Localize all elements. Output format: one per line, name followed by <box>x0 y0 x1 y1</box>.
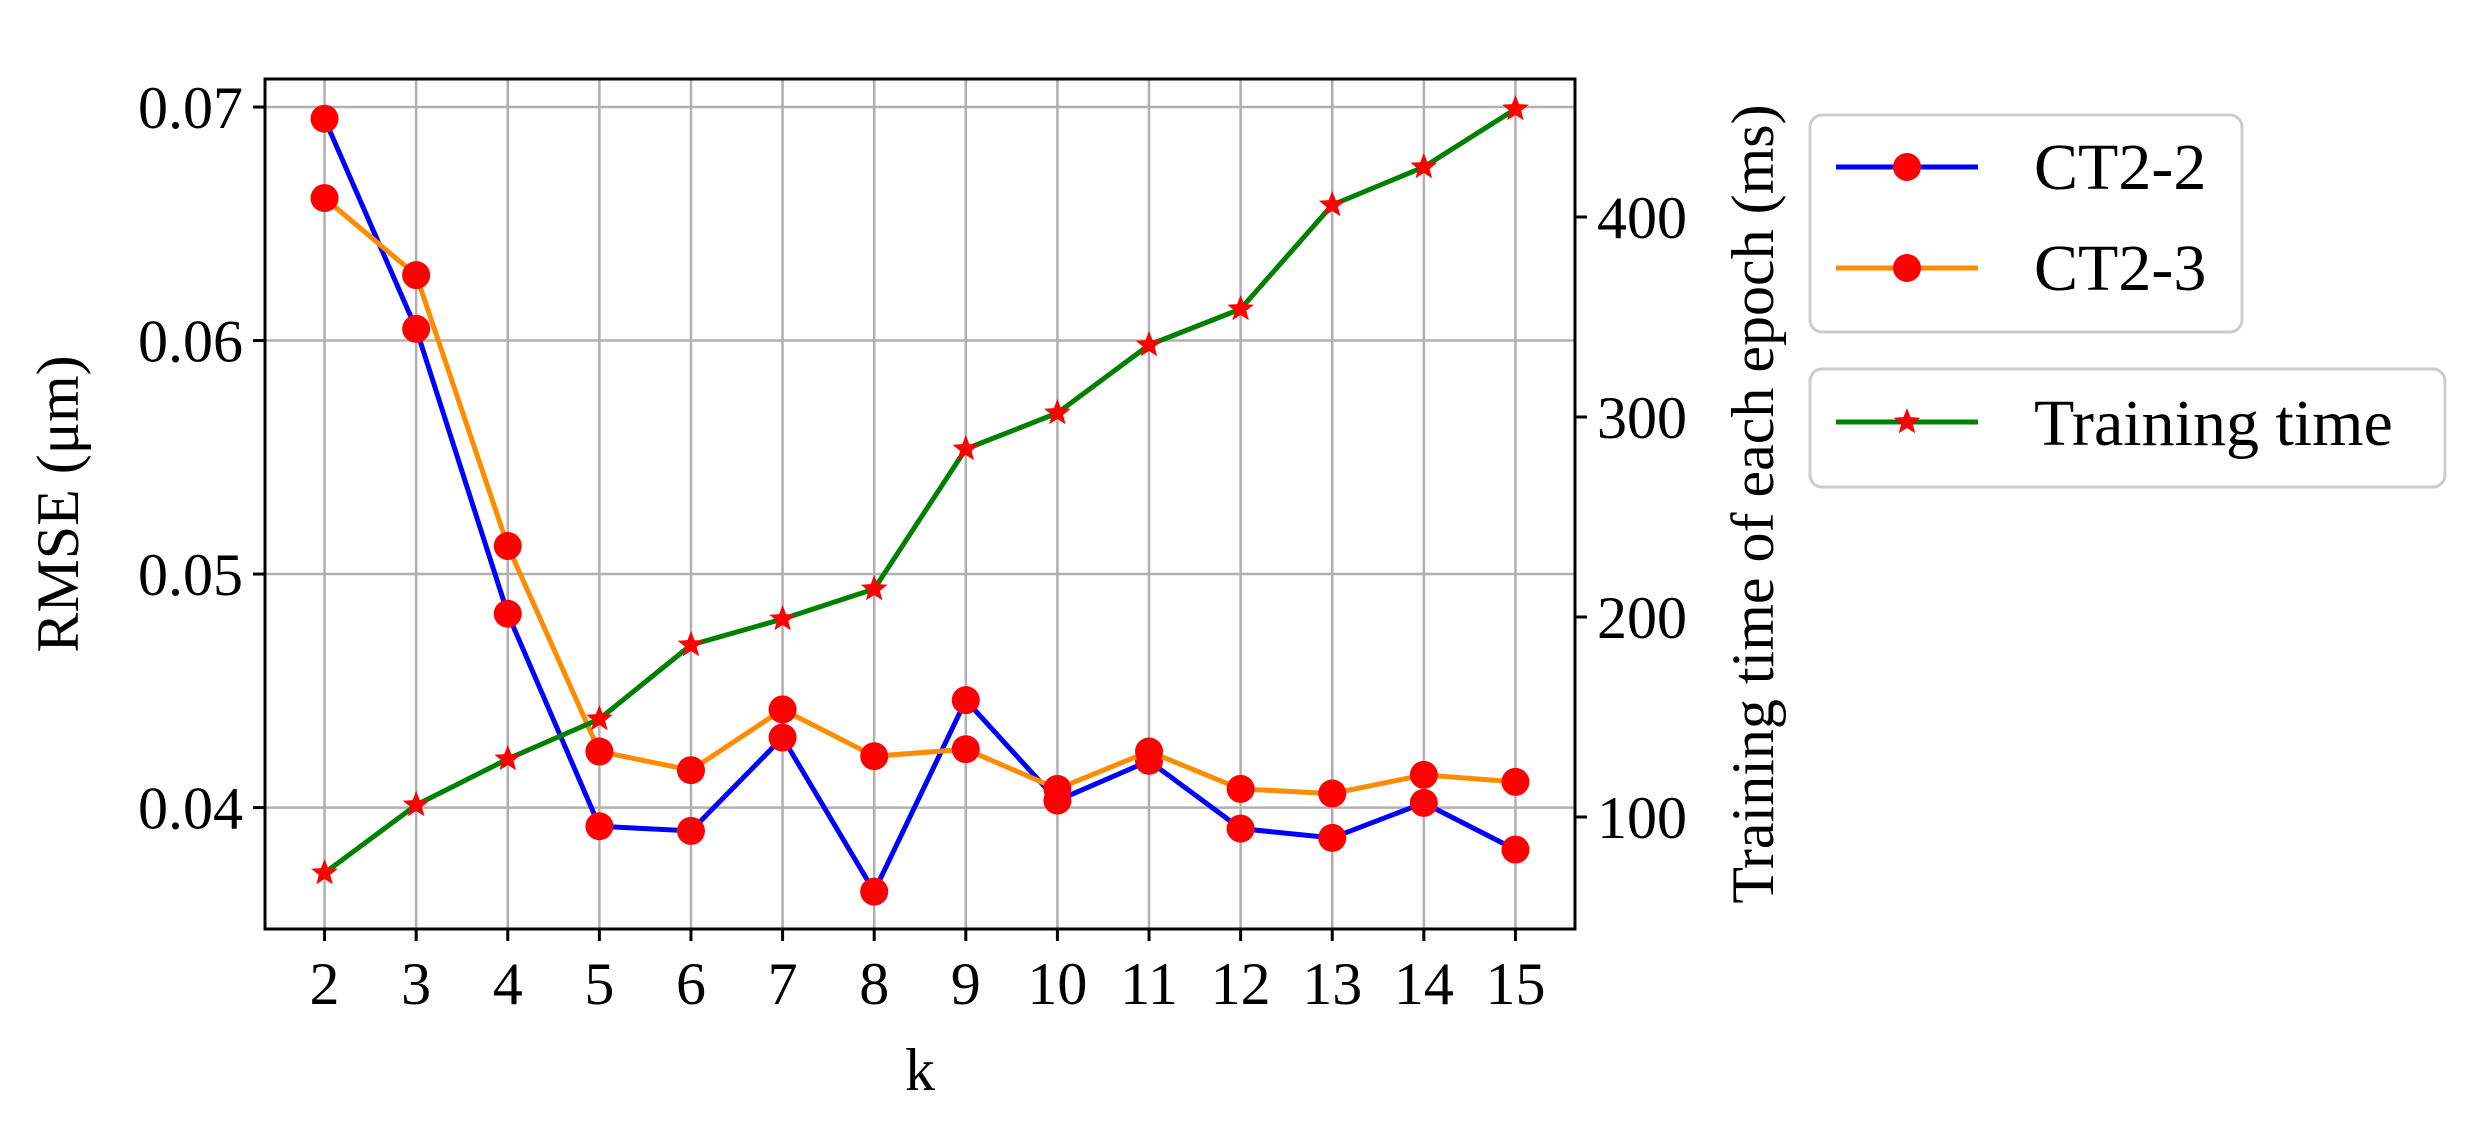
data-point-ct2-2 <box>860 877 889 906</box>
legend-label-ct2-3: CT2-3 <box>2034 232 2206 305</box>
data-point-ct2-2 <box>1501 835 1530 864</box>
data-point-training-time <box>1410 153 1438 179</box>
data-point-training-time <box>1318 191 1346 217</box>
data-point-training-time <box>402 791 430 817</box>
data-point-ct2-3 <box>493 532 522 561</box>
data-point-ct2-3 <box>951 735 980 764</box>
data-point-training-time <box>769 605 796 631</box>
x-axis-label: k <box>905 1037 935 1103</box>
x-tick-label: 6 <box>676 951 706 1017</box>
x-tick-label: 3 <box>401 951 431 1017</box>
plot-frame <box>263 77 1577 931</box>
data-point-ct2-3 <box>676 756 705 785</box>
data-point-ct2-3 <box>768 695 797 724</box>
data-point-ct2-2 <box>1318 823 1347 852</box>
data-point-training-time <box>1502 95 1529 121</box>
x-tick-label: 7 <box>768 951 798 1017</box>
y-axis-left-label: RMSE (μm) <box>25 355 91 652</box>
y-right-tick-label: 400 <box>1597 185 1687 251</box>
y-left-tick-label: 0.07 <box>138 75 243 141</box>
data-point-ct2-3 <box>1135 737 1164 766</box>
data-point-training-time <box>677 631 705 657</box>
y-axis-right-label: Training time of each epoch (ms) <box>1720 104 1786 903</box>
y-left-tick-label: 0.06 <box>138 309 243 375</box>
data-point-training-time <box>860 575 888 601</box>
data-point-ct2-2 <box>951 686 980 715</box>
data-point-ct2-2 <box>1226 814 1255 843</box>
legend-entry-ct2-2: CT2-2 <box>1836 131 2206 204</box>
y-right-tick-label: 300 <box>1597 385 1687 451</box>
x-tick-label: 11 <box>1120 951 1178 1017</box>
data-point-ct2-2 <box>768 723 797 752</box>
y-left-tick-label: 0.04 <box>138 776 243 842</box>
legend-label-training-time: Training time <box>2034 387 2393 460</box>
data-point-training-time <box>311 859 338 885</box>
series-line-ct2-2 <box>322 117 1517 895</box>
data-point-training-time <box>586 705 613 731</box>
x-tick-label: 15 <box>1485 951 1545 1017</box>
tick-layer: 2 3 4 5 6 7 8 9 10 11 12 13 14 15 0.04 0.05 0.06 0.07 100 2… <box>138 75 1687 1017</box>
series-layer <box>310 95 1530 906</box>
data-point-ct2-3 <box>1318 779 1347 808</box>
y-left-tick-label: 0.05 <box>138 542 243 608</box>
data-point-ct2-2 <box>676 816 705 845</box>
legend-label-ct2-2: CT2-2 <box>2034 131 2206 204</box>
series-line-ct2-3 <box>322 196 1516 797</box>
x-tick-label: 8 <box>859 951 889 1017</box>
series-line-training-time <box>323 106 1517 876</box>
data-point-ct2-3 <box>310 184 339 213</box>
data-point-ct2-2 <box>310 104 339 133</box>
data-point-training-time <box>494 745 522 771</box>
data-point-ct2-2 <box>585 812 614 841</box>
data-point-ct2-2 <box>402 314 431 343</box>
legend-entry-training-time: Training time <box>1836 387 2393 460</box>
data-point-training-time <box>1227 295 1254 321</box>
legend-marker-training-time <box>1893 408 1921 434</box>
data-point-ct2-3 <box>1043 774 1072 803</box>
data-point-ct2-2 <box>493 599 522 628</box>
legend-marker-ct2-3 <box>1893 254 1921 282</box>
x-tick-label: 13 <box>1302 951 1362 1017</box>
data-point-ct2-3 <box>1226 774 1255 803</box>
x-tick-label: 10 <box>1027 951 1087 1017</box>
data-point-ct2-2 <box>1409 788 1438 817</box>
x-tick-label: 5 <box>584 951 614 1017</box>
data-point-ct2-3 <box>1501 767 1530 796</box>
data-point-ct2-3 <box>860 742 889 771</box>
data-point-ct2-3 <box>402 261 431 290</box>
data-point-training-time <box>1135 331 1163 357</box>
data-point-ct2-3 <box>1409 760 1438 789</box>
x-tick-label: 4 <box>493 951 523 1017</box>
legend-entry-ct2-3: CT2-3 <box>1836 232 2206 305</box>
y-right-tick-label: 100 <box>1597 785 1687 851</box>
legend-box-models: CT2-2 CT2-3 <box>1808 113 2244 334</box>
data-point-training-time <box>1044 399 1071 425</box>
legend-box-time: Training time <box>1808 367 2447 489</box>
y-right-tick-label: 200 <box>1597 585 1687 651</box>
legend-marker-ct2-2 <box>1893 153 1921 181</box>
x-tick-label: 12 <box>1211 951 1271 1017</box>
x-tick-label: 9 <box>951 951 981 1017</box>
x-tick-label: 14 <box>1394 951 1454 1017</box>
data-point-ct2-3 <box>585 737 614 766</box>
data-point-training-time <box>952 435 980 461</box>
x-tick-label: 2 <box>310 951 340 1017</box>
